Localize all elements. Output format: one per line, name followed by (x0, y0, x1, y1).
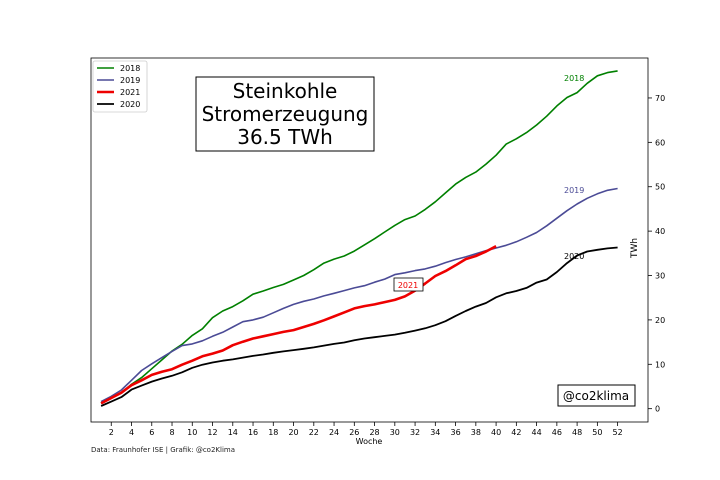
y-tick-label: 30 (655, 272, 665, 281)
x-tick-label: 38 (471, 428, 481, 437)
x-tick-label: 4 (129, 428, 134, 437)
x-tick-label: 28 (369, 428, 379, 437)
x-tick-label: 44 (532, 428, 542, 437)
legend: 2018 2019 2021 2020 (92, 60, 148, 113)
y-tick-label: 50 (655, 183, 665, 192)
x-tick-label: 32 (410, 428, 420, 437)
x-tick-label: 14 (228, 428, 238, 437)
x-tick-label: 2 (109, 428, 114, 437)
title-box: Steinkohle Stromerzeugung 36.5 TWh (195, 76, 375, 152)
x-tick-label: 8 (169, 428, 174, 437)
x-axis-label: Woche (356, 437, 383, 446)
series-layer (100, 70, 618, 407)
x-tick-label: 22 (309, 428, 319, 437)
x-tick-label: 10 (187, 428, 197, 437)
x-tick-label: 42 (511, 428, 521, 437)
x-tick-label: 46 (552, 428, 562, 437)
x-tick-label: 12 (207, 428, 217, 437)
y-tick-label: 60 (655, 138, 665, 147)
x-tick-label: 16 (248, 428, 258, 437)
x-tick-label: 24 (329, 428, 339, 437)
legend-label-2021: 2021 (120, 88, 140, 97)
x-tick-label: 18 (268, 428, 278, 437)
watermark-box: @co2klima (557, 384, 636, 407)
y-tick-label: 0 (655, 405, 660, 414)
y-tick-label: 10 (655, 360, 665, 369)
series-label-2021-box: 2021 (393, 277, 424, 292)
legend-label-2019: 2019 (120, 76, 140, 85)
title-line-3: 36.5 TWh (237, 125, 333, 149)
series-label-2020: 2020 (564, 252, 584, 261)
x-tick-label: 40 (491, 428, 501, 437)
x-tick-label: 48 (572, 428, 582, 437)
x-axis: 2 4 6 8 10 12 14 16 18 20 22 24 26 28 30 32 34 36 38 40 42 44… (109, 422, 623, 437)
x-tick-label: 52 (613, 428, 623, 437)
y-axis: 0 10 20 30 40 50 60 70 (648, 94, 665, 414)
series-line-2018 (100, 70, 618, 405)
y-tick-label: 70 (655, 94, 665, 103)
x-tick-label: 20 (288, 428, 298, 437)
y-axis-label: TWh (630, 238, 640, 259)
x-tick-label: 34 (430, 428, 440, 437)
x-tick-label: 26 (349, 428, 359, 437)
title-line-1: Steinkohle (233, 79, 338, 103)
watermark: @co2klima (563, 389, 629, 403)
y-tick-label: 20 (655, 316, 665, 325)
series-line-2021 (100, 245, 497, 405)
source-note: Data: Fraunhofer ISE | Grafik: @co2Klima (91, 446, 235, 454)
series-label-2018: 2018 (564, 74, 584, 83)
series-label-2021: 2021 (398, 281, 418, 290)
series-label-2019: 2019 (564, 186, 584, 195)
title-line-2: Stromerzeugung (202, 102, 369, 126)
x-tick-label: 50 (592, 428, 602, 437)
x-tick-label: 30 (390, 428, 400, 437)
x-tick-label: 36 (450, 428, 460, 437)
y-tick-label: 40 (655, 227, 665, 236)
x-tick-label: 6 (149, 428, 154, 437)
series-line-2019 (100, 187, 618, 403)
legend-label-2020: 2020 (120, 100, 140, 109)
series-line-2020 (100, 246, 618, 407)
legend-label-2018: 2018 (120, 64, 140, 73)
